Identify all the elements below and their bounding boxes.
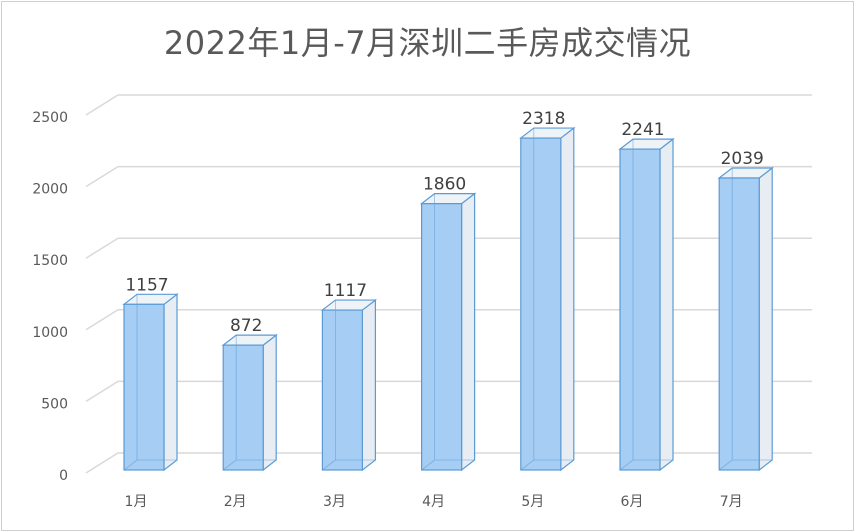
x-category-label: 1月 (125, 494, 148, 510)
bar-back-edge (421, 193, 475, 471)
y-axis-ticks: 0 500 1000 1500 2000 2500 (32, 110, 68, 484)
bar-front (619, 148, 661, 471)
x-category-label: 2月 (224, 494, 247, 510)
x-category-label: 7月 (720, 494, 743, 510)
bar-side (560, 126, 575, 472)
bar-front (123, 303, 165, 471)
bar-side (758, 166, 773, 472)
data-label: 1157 (125, 275, 168, 295)
gridline (85, 94, 812, 116)
y-tick-label: 1500 (32, 253, 68, 269)
y-tick-label: 0 (59, 468, 68, 484)
bar (122, 293, 179, 472)
bars (122, 126, 774, 472)
bar (717, 166, 774, 472)
bar-front (421, 203, 463, 471)
bar-back-edge (718, 168, 773, 471)
x-category-label: 3月 (323, 494, 346, 510)
bar-back-edge (123, 294, 177, 471)
bar-side (163, 293, 178, 472)
data-labels: 1157 872 1117 1860 2318 2241 2039 (125, 109, 763, 336)
bar-side (659, 137, 674, 472)
data-label: 2241 (621, 120, 664, 140)
bar-back-edge (322, 300, 376, 471)
y-tick-label: 2500 (32, 110, 68, 126)
bar-back-edge (222, 335, 277, 471)
x-category-label: 4月 (422, 494, 445, 510)
bar-front (718, 177, 760, 471)
bar-front (321, 309, 363, 471)
bar-side (361, 298, 376, 472)
data-label: 2318 (522, 109, 565, 129)
data-label: 1860 (423, 175, 466, 195)
bar-side (262, 333, 277, 472)
bar (419, 192, 477, 472)
bar (221, 333, 278, 472)
bar-back-edge (619, 139, 673, 471)
chart-title: 2022年1月-7月深圳二手房成交情况 (163, 24, 692, 62)
bar-side (461, 192, 476, 472)
x-category-label: 5月 (521, 494, 544, 510)
bar (618, 137, 675, 472)
data-label: 872 (230, 316, 262, 336)
y-tick-label: 2000 (32, 182, 68, 198)
grid-lines (85, 94, 812, 474)
bar (320, 298, 378, 472)
gridline (85, 309, 812, 331)
bar-front (520, 137, 562, 471)
bar (519, 126, 576, 472)
data-label: 1117 (324, 281, 367, 301)
y-tick-label: 500 (41, 396, 68, 412)
gridline (85, 237, 812, 259)
y-tick-label: 1000 (32, 325, 68, 341)
gridline (85, 452, 812, 474)
bar-front (222, 344, 264, 471)
gridline (85, 165, 812, 188)
x-axis-categories: 1月 2月 3月 4月 5月 6月 7月 (125, 494, 743, 510)
gridline (85, 380, 812, 403)
bar-back-edge (520, 128, 574, 471)
data-label: 2039 (721, 149, 764, 169)
x-category-label: 6月 (621, 494, 644, 510)
